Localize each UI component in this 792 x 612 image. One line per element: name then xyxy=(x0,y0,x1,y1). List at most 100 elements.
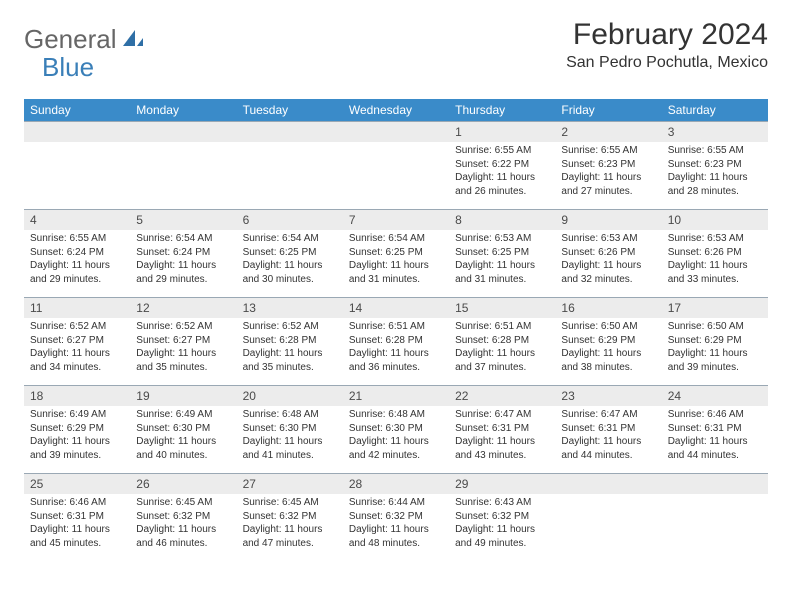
day-number: 20 xyxy=(237,385,343,406)
day-detail: Sunrise: 6:49 AMSunset: 6:29 PMDaylight:… xyxy=(24,406,130,466)
day-number: 6 xyxy=(237,209,343,230)
day-detail: Sunrise: 6:45 AMSunset: 6:32 PMDaylight:… xyxy=(237,494,343,554)
day-number: 9 xyxy=(555,209,661,230)
day-number xyxy=(130,121,236,142)
calendar-day-cell: 5Sunrise: 6:54 AMSunset: 6:24 PMDaylight… xyxy=(130,209,236,297)
logo-left: General xyxy=(24,24,117,55)
day-detail: Sunrise: 6:50 AMSunset: 6:29 PMDaylight:… xyxy=(555,318,661,378)
day-number xyxy=(555,473,661,494)
day-number: 3 xyxy=(662,121,768,142)
calendar-day-cell: 2Sunrise: 6:55 AMSunset: 6:23 PMDaylight… xyxy=(555,121,661,209)
day-detail: Sunrise: 6:47 AMSunset: 6:31 PMDaylight:… xyxy=(555,406,661,466)
calendar-day-cell: 10Sunrise: 6:53 AMSunset: 6:26 PMDayligh… xyxy=(662,209,768,297)
calendar-day-cell: 27Sunrise: 6:45 AMSunset: 6:32 PMDayligh… xyxy=(237,473,343,561)
day-detail: Sunrise: 6:45 AMSunset: 6:32 PMDaylight:… xyxy=(130,494,236,554)
day-detail: Sunrise: 6:51 AMSunset: 6:28 PMDaylight:… xyxy=(449,318,555,378)
day-number xyxy=(343,121,449,142)
day-number: 25 xyxy=(24,473,130,494)
col-wednesday: Wednesday xyxy=(343,99,449,121)
day-detail: Sunrise: 6:50 AMSunset: 6:29 PMDaylight:… xyxy=(662,318,768,378)
col-friday: Friday xyxy=(555,99,661,121)
day-detail: Sunrise: 6:47 AMSunset: 6:31 PMDaylight:… xyxy=(449,406,555,466)
col-monday: Monday xyxy=(130,99,236,121)
month-title: February 2024 xyxy=(566,18,768,52)
calendar-week-row: 18Sunrise: 6:49 AMSunset: 6:29 PMDayligh… xyxy=(24,385,768,473)
day-number: 23 xyxy=(555,385,661,406)
calendar-day-cell: 20Sunrise: 6:48 AMSunset: 6:30 PMDayligh… xyxy=(237,385,343,473)
day-detail: Sunrise: 6:55 AMSunset: 6:22 PMDaylight:… xyxy=(449,142,555,202)
calendar-header-row: Sunday Monday Tuesday Wednesday Thursday… xyxy=(24,99,768,121)
day-detail: Sunrise: 6:55 AMSunset: 6:23 PMDaylight:… xyxy=(555,142,661,202)
calendar-day-cell xyxy=(343,121,449,209)
day-number: 21 xyxy=(343,385,449,406)
calendar-day-cell: 4Sunrise: 6:55 AMSunset: 6:24 PMDaylight… xyxy=(24,209,130,297)
day-number: 14 xyxy=(343,297,449,318)
calendar-day-cell: 12Sunrise: 6:52 AMSunset: 6:27 PMDayligh… xyxy=(130,297,236,385)
day-detail: Sunrise: 6:46 AMSunset: 6:31 PMDaylight:… xyxy=(24,494,130,554)
logo-sail-icon xyxy=(121,28,145,48)
day-number: 24 xyxy=(662,385,768,406)
col-tuesday: Tuesday xyxy=(237,99,343,121)
day-detail: Sunrise: 6:54 AMSunset: 6:24 PMDaylight:… xyxy=(130,230,236,290)
day-number: 2 xyxy=(555,121,661,142)
calendar-day-cell: 17Sunrise: 6:50 AMSunset: 6:29 PMDayligh… xyxy=(662,297,768,385)
day-number: 26 xyxy=(130,473,236,494)
calendar-week-row: 25Sunrise: 6:46 AMSunset: 6:31 PMDayligh… xyxy=(24,473,768,561)
day-number: 28 xyxy=(343,473,449,494)
calendar-day-cell xyxy=(24,121,130,209)
day-number xyxy=(662,473,768,494)
day-number: 18 xyxy=(24,385,130,406)
day-detail: Sunrise: 6:53 AMSunset: 6:25 PMDaylight:… xyxy=(449,230,555,290)
calendar-day-cell: 22Sunrise: 6:47 AMSunset: 6:31 PMDayligh… xyxy=(449,385,555,473)
day-detail: Sunrise: 6:55 AMSunset: 6:23 PMDaylight:… xyxy=(662,142,768,202)
day-detail: Sunrise: 6:49 AMSunset: 6:30 PMDaylight:… xyxy=(130,406,236,466)
day-detail: Sunrise: 6:48 AMSunset: 6:30 PMDaylight:… xyxy=(343,406,449,466)
calendar-day-cell xyxy=(237,121,343,209)
day-detail: Sunrise: 6:55 AMSunset: 6:24 PMDaylight:… xyxy=(24,230,130,290)
day-detail: Sunrise: 6:54 AMSunset: 6:25 PMDaylight:… xyxy=(237,230,343,290)
day-number: 13 xyxy=(237,297,343,318)
calendar-table: Sunday Monday Tuesday Wednesday Thursday… xyxy=(24,99,768,561)
calendar-day-cell: 29Sunrise: 6:43 AMSunset: 6:32 PMDayligh… xyxy=(449,473,555,561)
day-number: 7 xyxy=(343,209,449,230)
day-number: 4 xyxy=(24,209,130,230)
day-number xyxy=(237,121,343,142)
calendar-day-cell: 8Sunrise: 6:53 AMSunset: 6:25 PMDaylight… xyxy=(449,209,555,297)
calendar-day-cell: 13Sunrise: 6:52 AMSunset: 6:28 PMDayligh… xyxy=(237,297,343,385)
day-number: 12 xyxy=(130,297,236,318)
day-number: 8 xyxy=(449,209,555,230)
day-detail: Sunrise: 6:52 AMSunset: 6:28 PMDaylight:… xyxy=(237,318,343,378)
day-detail: Sunrise: 6:51 AMSunset: 6:28 PMDaylight:… xyxy=(343,318,449,378)
col-sunday: Sunday xyxy=(24,99,130,121)
col-thursday: Thursday xyxy=(449,99,555,121)
calendar-week-row: 4Sunrise: 6:55 AMSunset: 6:24 PMDaylight… xyxy=(24,209,768,297)
calendar-day-cell: 6Sunrise: 6:54 AMSunset: 6:25 PMDaylight… xyxy=(237,209,343,297)
calendar-day-cell: 3Sunrise: 6:55 AMSunset: 6:23 PMDaylight… xyxy=(662,121,768,209)
calendar-body: 1Sunrise: 6:55 AMSunset: 6:22 PMDaylight… xyxy=(24,121,768,561)
calendar-week-row: 11Sunrise: 6:52 AMSunset: 6:27 PMDayligh… xyxy=(24,297,768,385)
calendar-day-cell: 18Sunrise: 6:49 AMSunset: 6:29 PMDayligh… xyxy=(24,385,130,473)
day-number xyxy=(24,121,130,142)
day-detail: Sunrise: 6:52 AMSunset: 6:27 PMDaylight:… xyxy=(130,318,236,378)
calendar-day-cell: 23Sunrise: 6:47 AMSunset: 6:31 PMDayligh… xyxy=(555,385,661,473)
day-number: 1 xyxy=(449,121,555,142)
calendar-week-row: 1Sunrise: 6:55 AMSunset: 6:22 PMDaylight… xyxy=(24,121,768,209)
calendar-day-cell: 21Sunrise: 6:48 AMSunset: 6:30 PMDayligh… xyxy=(343,385,449,473)
day-number: 27 xyxy=(237,473,343,494)
day-number: 17 xyxy=(662,297,768,318)
day-number: 10 xyxy=(662,209,768,230)
calendar-day-cell: 16Sunrise: 6:50 AMSunset: 6:29 PMDayligh… xyxy=(555,297,661,385)
calendar-day-cell: 24Sunrise: 6:46 AMSunset: 6:31 PMDayligh… xyxy=(662,385,768,473)
calendar-day-cell: 19Sunrise: 6:49 AMSunset: 6:30 PMDayligh… xyxy=(130,385,236,473)
calendar-day-cell xyxy=(130,121,236,209)
day-detail: Sunrise: 6:53 AMSunset: 6:26 PMDaylight:… xyxy=(662,230,768,290)
day-detail: Sunrise: 6:52 AMSunset: 6:27 PMDaylight:… xyxy=(24,318,130,378)
calendar-day-cell xyxy=(555,473,661,561)
day-detail: Sunrise: 6:46 AMSunset: 6:31 PMDaylight:… xyxy=(662,406,768,466)
calendar-day-cell: 7Sunrise: 6:54 AMSunset: 6:25 PMDaylight… xyxy=(343,209,449,297)
calendar-day-cell xyxy=(662,473,768,561)
calendar-day-cell: 15Sunrise: 6:51 AMSunset: 6:28 PMDayligh… xyxy=(449,297,555,385)
day-detail: Sunrise: 6:53 AMSunset: 6:26 PMDaylight:… xyxy=(555,230,661,290)
col-saturday: Saturday xyxy=(662,99,768,121)
day-detail: Sunrise: 6:44 AMSunset: 6:32 PMDaylight:… xyxy=(343,494,449,554)
